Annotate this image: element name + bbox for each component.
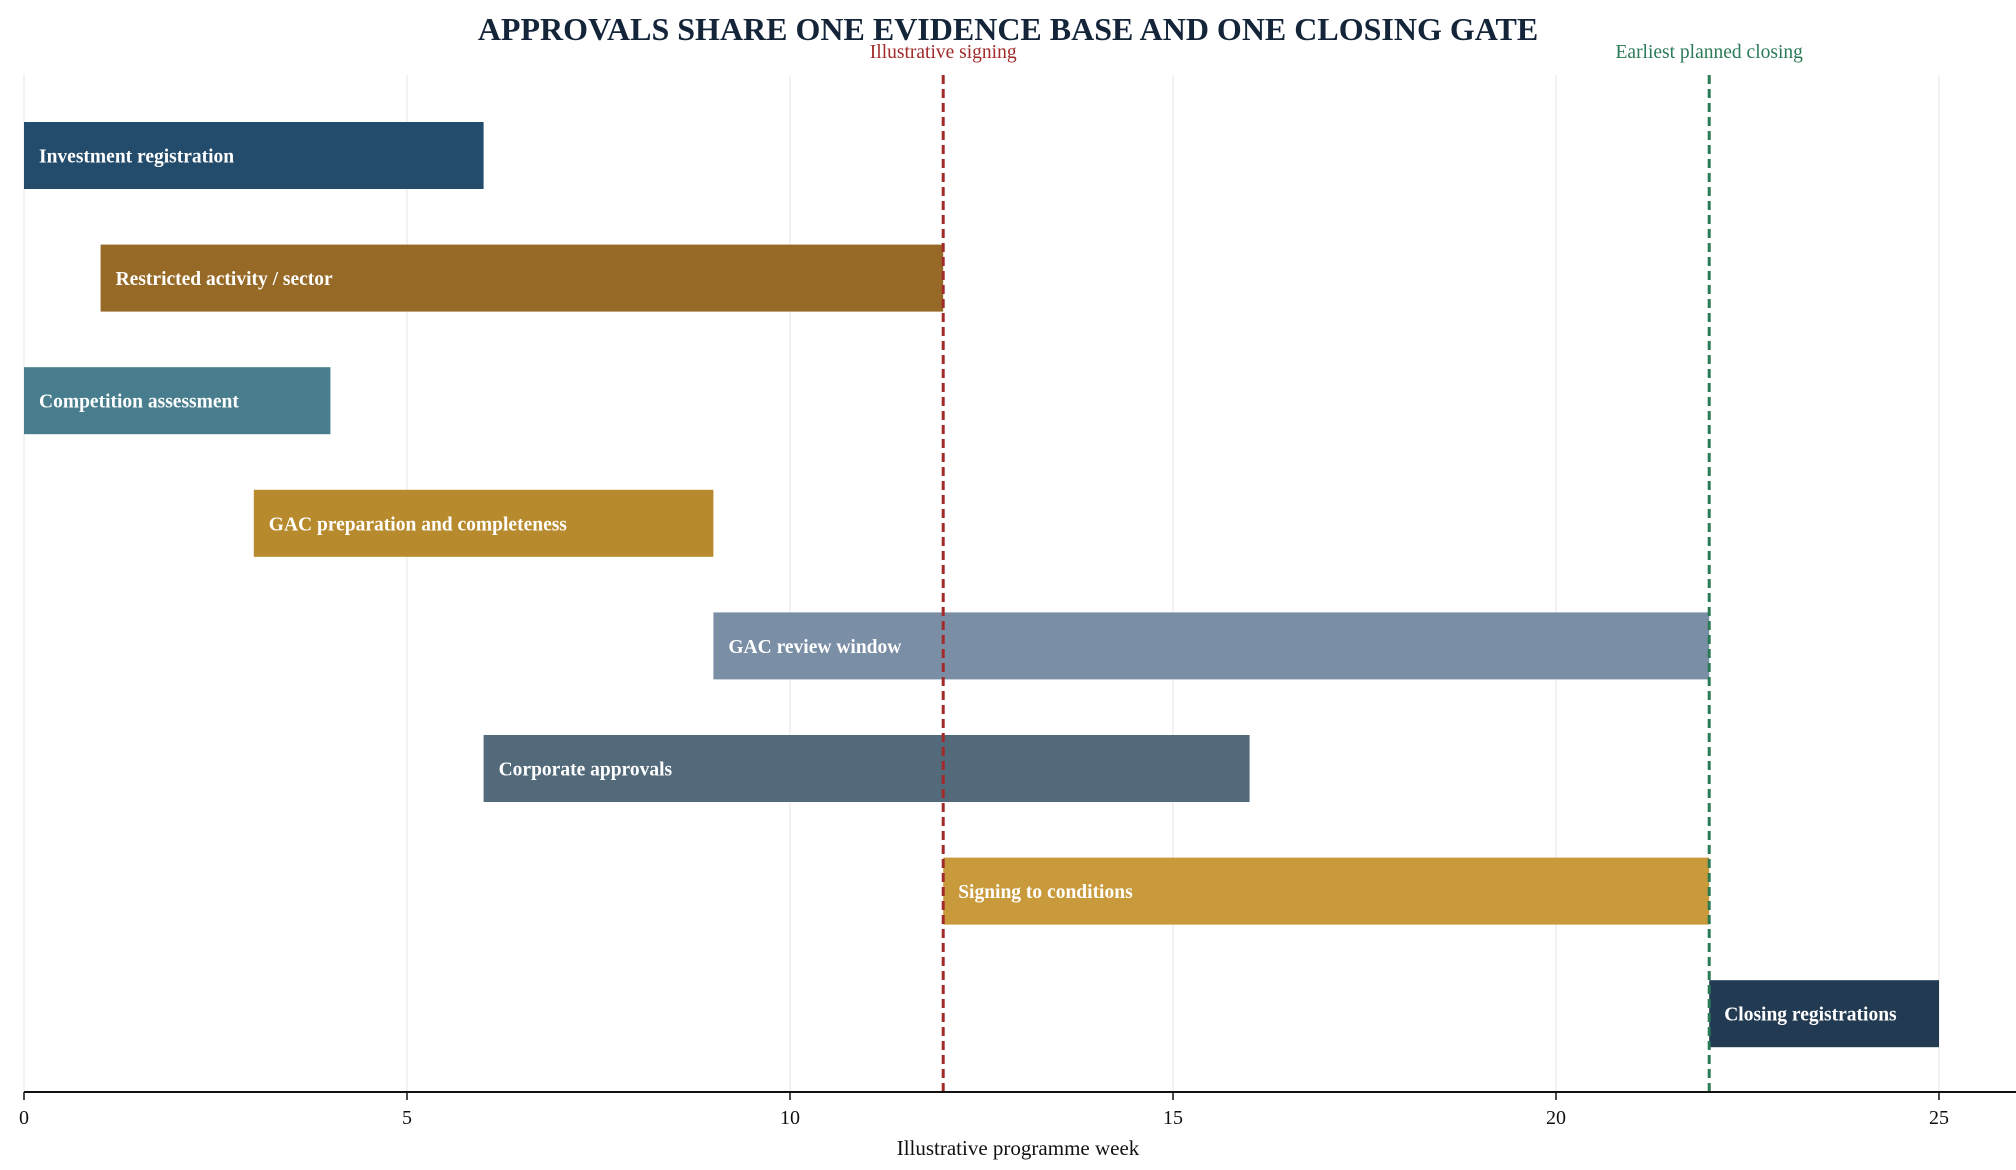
task-label: Signing to conditions	[958, 882, 1133, 903]
milestone-label: Earliest planned closing	[1616, 42, 1804, 63]
task-bar	[24, 367, 331, 435]
x-tick-label: 10	[780, 1107, 800, 1129]
milestone-markers: Illustrative signing Earliest planned clo…	[870, 42, 1803, 1092]
milestone-label: Illustrative signing	[870, 42, 1017, 63]
x-axis-label: Illustrative programme week	[897, 1136, 1140, 1160]
task-label: GAC preparation and completeness	[269, 514, 568, 535]
task-bar	[713, 612, 1710, 680]
x-tick-label: 15	[1163, 1107, 1183, 1129]
task-label: Investment registration	[39, 147, 234, 168]
x-axis: 0 5 10 15 20 25	[19, 1091, 2016, 1129]
task-bar	[1709, 980, 1939, 1048]
task-bar	[24, 122, 484, 189]
task-bars: Investment registration Restricted activi…	[24, 122, 1939, 1048]
task-label: Competition assessment	[39, 392, 239, 413]
x-tick-label: 20	[1546, 1107, 1566, 1129]
task-label: Corporate approvals	[499, 760, 673, 781]
chart-title: APPROVALS SHARE ONE EVIDENCE BASE AND ON…	[478, 11, 1538, 47]
x-tick-label: 25	[1929, 1107, 1949, 1129]
task-label: Restricted activity / sector	[116, 269, 333, 290]
x-tick-label: 5	[402, 1107, 412, 1129]
grid-lines	[23, 75, 1940, 1092]
task-label: GAC review window	[728, 637, 901, 658]
x-tick-label: 0	[19, 1107, 29, 1129]
task-bar	[483, 735, 1250, 802]
task-bar	[253, 489, 714, 557]
task-bar	[100, 244, 944, 312]
task-label: Closing registrations	[1724, 1005, 1897, 1026]
task-bar	[943, 857, 1710, 925]
